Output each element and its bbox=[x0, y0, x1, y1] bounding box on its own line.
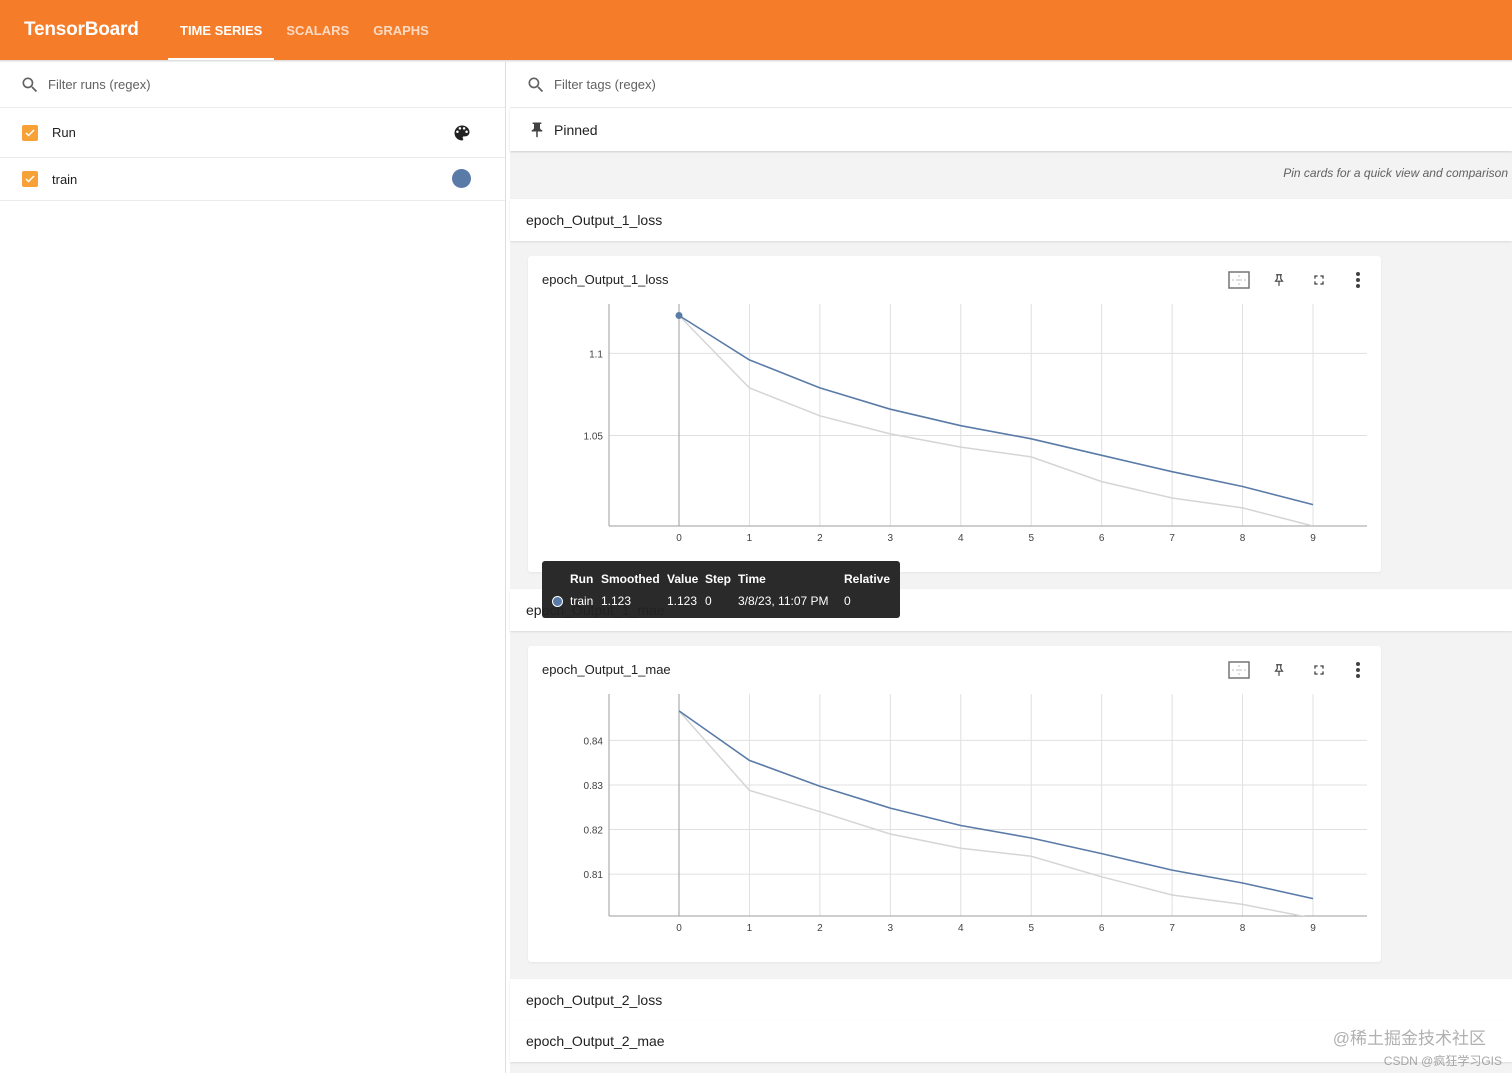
run-checkbox[interactable] bbox=[22, 171, 38, 187]
palette-icon[interactable] bbox=[452, 123, 472, 143]
scalar-card-output-1-mae: 0 1 2 3 4 5 6 7 8 9 0.84 0.83 0.82 0.81 epoch_Output_… bbox=[528, 646, 1381, 962]
tooltip-header-relative: Relative bbox=[844, 572, 891, 586]
line-chart-output-1-mae[interactable]: 0 1 2 3 4 5 6 7 8 9 0.84 0.83 0.82 0.81 bbox=[528, 646, 1381, 962]
x-tick-label: 5 bbox=[1028, 533, 1034, 544]
search-icon bbox=[528, 77, 544, 92]
tooltip-smoothed: 1.123 bbox=[601, 594, 632, 608]
group-header-output-2-loss[interactable]: epoch_Output_2_loss bbox=[510, 979, 1512, 1021]
x-tick-label: 8 bbox=[1240, 923, 1246, 934]
fit-domain-icon[interactable] bbox=[1228, 269, 1250, 291]
x-tick-label: 6 bbox=[1099, 533, 1105, 544]
chart-tooltip: Run Smoothed Value Step Time Relative tr… bbox=[542, 561, 900, 618]
y-tick-label: 0.82 bbox=[584, 826, 604, 837]
check-icon bbox=[25, 175, 35, 183]
tooltip-time: 3/8/23, 11:07 PM bbox=[738, 594, 829, 608]
pinned-label: Pinned bbox=[554, 121, 598, 138]
watermark-juejin: @稀土掘金技术社区 bbox=[1332, 1029, 1486, 1048]
series-line-smoothed bbox=[678, 314, 1314, 506]
x-tick-label: 2 bbox=[817, 923, 823, 934]
tag-filter-input[interactable] bbox=[554, 77, 954, 92]
x-tick-label: 7 bbox=[1169, 533, 1175, 544]
x-tick-label: 2 bbox=[817, 533, 823, 544]
app-brand[interactable]: TensorBoard bbox=[24, 19, 139, 40]
pinned-section-header[interactable]: Pinned bbox=[510, 108, 1512, 151]
x-tick-label: 1 bbox=[747, 533, 753, 544]
pin-icon[interactable] bbox=[1268, 659, 1290, 681]
x-tick-label: 3 bbox=[888, 923, 894, 934]
series-line-smoothed bbox=[678, 710, 1314, 900]
card-title: epoch_Output_1_loss bbox=[542, 272, 669, 287]
check-icon bbox=[25, 128, 35, 137]
pin-icon bbox=[531, 122, 543, 137]
run-row-train[interactable]: train bbox=[0, 158, 505, 201]
y-tick-label: 1.1 bbox=[589, 349, 603, 360]
y-tick-label: 0.83 bbox=[584, 781, 604, 792]
x-tick-label: 3 bbox=[888, 533, 894, 544]
run-name: train bbox=[52, 171, 78, 187]
top-app-bar: TensorBoard TIME SERIES SCALARS GRAPHS bbox=[0, 0, 1512, 60]
tab-scalars[interactable]: SCALARS bbox=[286, 22, 350, 38]
run-color-swatch[interactable] bbox=[452, 169, 471, 188]
fullscreen-icon[interactable] bbox=[1308, 659, 1330, 681]
group-header-output-2-mae[interactable]: epoch_Output_2_mae bbox=[510, 1020, 1512, 1062]
tooltip-header-value: Value bbox=[667, 572, 699, 586]
run-filter-input[interactable] bbox=[48, 77, 448, 92]
search-icon bbox=[22, 77, 38, 92]
x-tick-label: 5 bbox=[1028, 923, 1034, 934]
x-tick-label: 1 bbox=[747, 923, 753, 934]
run-filter-row bbox=[0, 62, 505, 108]
series-line-raw bbox=[678, 710, 1306, 916]
x-tick-label: 4 bbox=[958, 533, 964, 544]
x-tick-label: 0 bbox=[676, 533, 682, 544]
line-chart-output-1-loss[interactable]: 0 1 2 3 4 5 6 7 8 9 1.1 1.05 bbox=[528, 256, 1381, 572]
x-tick-label: 0 bbox=[676, 923, 682, 934]
watermark-csdn: CSDN @疯狂学习GIS bbox=[1383, 1054, 1502, 1068]
select-all-checkbox[interactable] bbox=[22, 124, 38, 141]
card-title: epoch_Output_1_mae bbox=[542, 662, 671, 677]
x-tick-label: 9 bbox=[1310, 533, 1316, 544]
tooltip-header-run: Run bbox=[570, 572, 594, 586]
fullscreen-icon[interactable] bbox=[1308, 269, 1330, 291]
tooltip-header-smoothed: Smoothed bbox=[601, 572, 660, 586]
tooltip-header-time: Time bbox=[738, 572, 766, 586]
x-tick-label: 8 bbox=[1240, 533, 1246, 544]
more-vert-icon[interactable] bbox=[1347, 269, 1369, 291]
tooltip-value: 1.123 bbox=[667, 594, 698, 608]
x-tick-label: 7 bbox=[1169, 923, 1175, 934]
header-shadow bbox=[0, 60, 1512, 63]
hover-point bbox=[675, 312, 683, 320]
tab-time-series[interactable]: TIME SERIES bbox=[168, 0, 275, 60]
pin-hint-text: Pin cards for a quick view and compariso… bbox=[1283, 166, 1508, 180]
tooltip-run: train bbox=[570, 594, 594, 608]
fit-domain-icon[interactable] bbox=[1228, 659, 1250, 681]
y-tick-label: 1.05 bbox=[584, 432, 604, 443]
tooltip-relative: 0 bbox=[844, 594, 851, 608]
tooltip-header-step: Step bbox=[705, 572, 732, 586]
pin-icon[interactable] bbox=[1268, 269, 1290, 291]
scalar-card-output-1-loss: 0 1 2 3 4 5 6 7 8 9 1.1 1.05 epoch_Output_1_loss bbox=[528, 256, 1381, 572]
runs-sidebar: Run train bbox=[0, 62, 506, 1073]
tab-graphs[interactable]: GRAPHS bbox=[373, 22, 429, 38]
group-header-output-1-loss[interactable]: epoch_Output_1_loss bbox=[510, 199, 1512, 241]
run-column-label: Run bbox=[52, 125, 76, 140]
run-header-row: Run bbox=[0, 108, 505, 158]
tag-filter-row bbox=[510, 62, 1512, 108]
x-tick-label: 4 bbox=[958, 923, 964, 934]
tooltip-run-swatch bbox=[552, 596, 563, 607]
y-tick-label: 0.81 bbox=[584, 870, 604, 881]
tooltip-step: 0 bbox=[705, 594, 712, 608]
more-vert-icon[interactable] bbox=[1347, 659, 1369, 681]
x-tick-label: 9 bbox=[1310, 923, 1316, 934]
x-tick-label: 6 bbox=[1099, 923, 1105, 934]
series-line-raw bbox=[678, 314, 1314, 526]
y-tick-label: 0.84 bbox=[584, 736, 604, 747]
